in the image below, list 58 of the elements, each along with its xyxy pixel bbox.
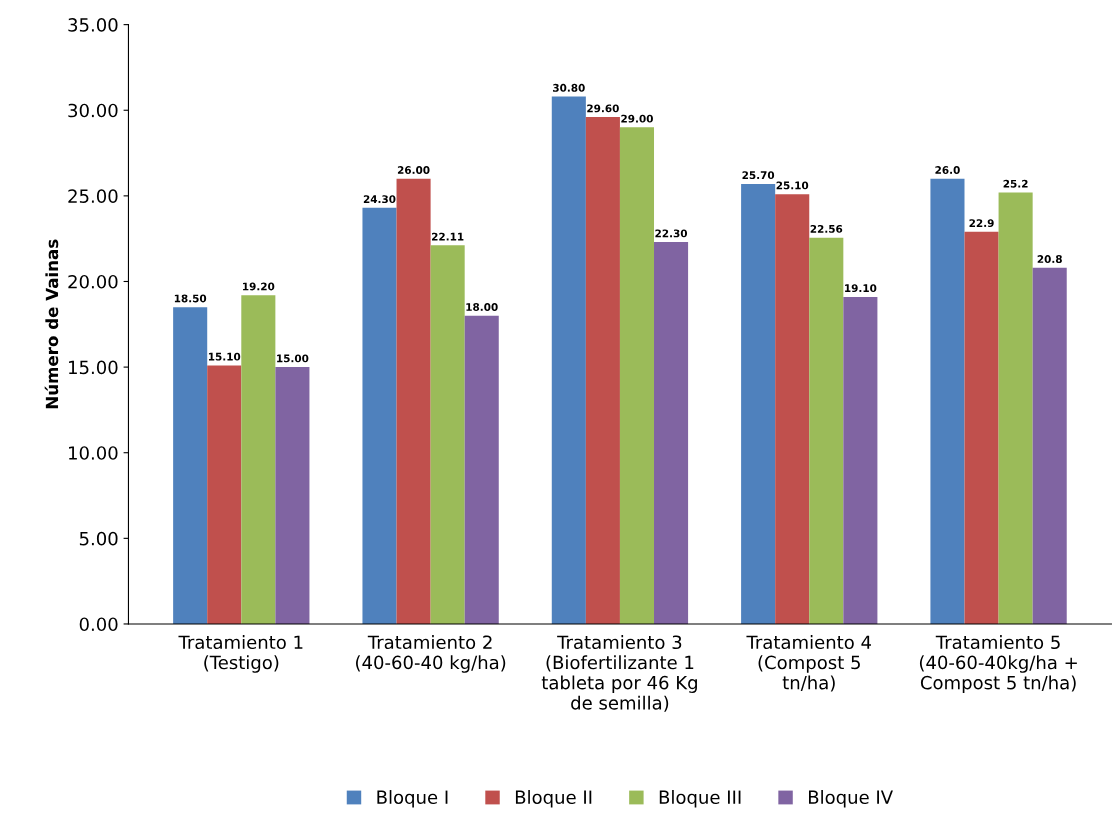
bar [362,207,397,624]
x-tick-label: Tratamiento 1 (Testigo) [178,635,303,673]
data-label: 26.0 [935,166,960,174]
data-label: 29.60 [587,104,619,113]
x-tick-label: Tratamiento 4 (Compost 5 tn/ha) [746,635,871,692]
data-label: 26.00 [397,166,430,174]
y-tick-label: 10.00 [69,446,118,460]
bar [396,178,431,624]
y-tick-label: 0.00 [79,617,118,632]
x-tick-label: Tratamiento 2 (40-60-40 kg/ha) [356,635,506,673]
data-label: 22.56 [810,224,843,233]
legend-label: Bloque III [659,790,741,808]
data-label: 30.80 [553,83,585,92]
bar [1032,267,1067,624]
y-tick-label: 30.00 [68,103,118,118]
data-label: 19.10 [845,284,877,293]
bar [207,365,242,624]
data-label: 25.70 [742,171,775,180]
y-tick-label: 15.00 [69,360,118,375]
data-label: 22.9 [969,219,994,228]
bar [998,192,1033,624]
bar [464,315,499,624]
bar [654,242,689,624]
data-label: 15.00 [277,354,309,363]
data-label: 24.30 [363,195,396,204]
bar [964,231,999,624]
data-label: 22.11 [432,232,464,241]
legend-label: Bloque I [377,790,448,808]
data-label: 15.10 [208,352,241,361]
bar [775,194,810,624]
data-label: 19.20 [243,282,275,291]
data-label: 20.8 [1037,255,1062,263]
y-tick-label: 20.00 [68,274,118,289]
y-tick-label: 25.00 [68,189,118,203]
bar [930,178,965,624]
y-tick-label: 35.00 [68,18,118,32]
legend-label: Bloque IV [809,790,893,808]
data-label: 22.30 [655,229,688,238]
bar [551,96,586,624]
legend-label: Bloque II [515,790,592,808]
data-label: 25.10 [776,181,809,190]
bar [809,237,844,624]
bar [241,295,276,624]
data-label: 18.00 [466,303,498,311]
y-axis-title: Número de Vainas [44,239,59,409]
bar [619,127,655,624]
bar [173,307,208,624]
data-label: 25.2 [1003,179,1028,188]
y-tick-label: 5.00 [79,531,118,546]
bar [741,183,776,624]
bar [430,245,465,624]
data-label: 29.00 [621,114,653,123]
x-tick-label: Tratamiento 5 (40-60-40kg/ha + Compost 5 tn/ha) [919,635,1077,693]
data-label: 18.50 [174,294,207,303]
x-tick-label: Tratamiento 3 (Biofertilizante 1 tableta por 46 Kg de semilla) [541,635,697,712]
bar [585,117,620,624]
bar [275,367,310,624]
bar [843,296,878,624]
